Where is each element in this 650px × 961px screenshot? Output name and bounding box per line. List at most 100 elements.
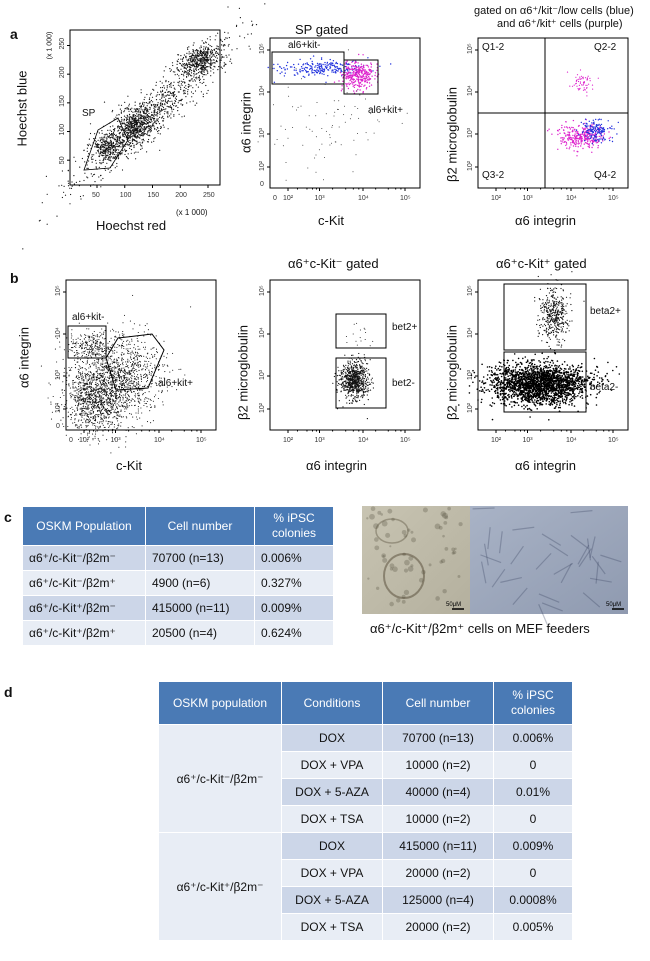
event-dot	[152, 88, 154, 90]
event-dot	[106, 135, 108, 137]
event-dot	[89, 355, 91, 357]
event-dot	[131, 107, 133, 109]
event-dot	[287, 137, 289, 139]
event-dot	[155, 106, 157, 108]
event-dot	[206, 51, 208, 53]
event-dot	[117, 143, 119, 145]
event-dot	[122, 358, 124, 361]
event-dot	[124, 381, 126, 383]
event-dot	[88, 404, 90, 406]
purple-event-dot	[347, 67, 349, 69]
event-dot	[191, 61, 193, 63]
event-dot	[173, 105, 175, 107]
event-dot	[111, 143, 113, 145]
event-dot	[190, 69, 192, 71]
event-dot	[93, 174, 95, 176]
purple-event-dot	[345, 65, 348, 68]
event-dot	[177, 54, 180, 56]
event-dot	[190, 55, 193, 57]
purple-event-dot	[575, 137, 577, 139]
purple-event-dot	[576, 85, 578, 87]
event-dot	[166, 102, 168, 104]
blue-event-dot	[303, 67, 305, 69]
event-dot	[118, 376, 120, 378]
purple-event-dot	[581, 84, 583, 86]
event-dot	[104, 376, 106, 378]
event-dot	[142, 134, 144, 136]
event-dot	[106, 391, 108, 393]
event-dot	[122, 335, 124, 337]
event-dot	[110, 396, 112, 398]
event-dot	[56, 361, 58, 363]
event-dot	[185, 67, 187, 69]
event-dot	[130, 116, 132, 118]
event-dot	[102, 145, 104, 147]
event-dot	[111, 147, 113, 149]
event-dot	[146, 357, 149, 359]
event-dot	[148, 121, 150, 123]
event-dot	[114, 396, 117, 398]
event-dot	[117, 369, 119, 371]
event-dot	[151, 96, 154, 98]
event-dot	[196, 102, 198, 104]
event-dot	[134, 363, 136, 365]
y-tick-label: 200	[59, 66, 66, 78]
event-dot	[203, 78, 205, 81]
event-dot	[116, 346, 118, 348]
event-dot	[192, 60, 195, 62]
event-dot	[177, 69, 179, 72]
event-dot	[143, 377, 145, 379]
event-dot	[125, 119, 128, 121]
event-dot	[103, 384, 105, 386]
event-dot	[137, 108, 139, 111]
event-dot	[155, 375, 157, 378]
event-dot	[118, 410, 120, 413]
event-dot	[116, 148, 118, 150]
event-dot	[152, 356, 154, 358]
blue-event-dot	[597, 138, 599, 141]
event-dot	[128, 379, 130, 381]
purple-event-dot	[579, 134, 582, 136]
event-dot	[187, 71, 189, 74]
event-dot	[86, 387, 89, 389]
event-dot	[154, 355, 156, 357]
event-dot	[205, 62, 207, 64]
purple-event-dot	[348, 82, 350, 84]
event-dot	[215, 52, 217, 54]
purple-event-dot	[365, 75, 367, 77]
event-dot	[114, 410, 116, 412]
event-dot	[96, 421, 99, 423]
event-dot	[115, 401, 117, 403]
event-dot	[378, 121, 380, 123]
event-dot	[99, 146, 102, 148]
event-dot	[94, 379, 96, 381]
event-dot	[132, 115, 134, 117]
event-dot	[120, 111, 122, 113]
event-dot	[153, 119, 155, 121]
event-dot	[118, 423, 120, 425]
event-dot	[198, 75, 201, 77]
purple-event-dot	[360, 85, 362, 88]
event-dot	[158, 364, 160, 366]
purple-event-dot	[371, 75, 373, 77]
event-dot	[121, 128, 123, 131]
event-dot	[140, 377, 142, 379]
event-dot	[197, 64, 199, 66]
event-dot	[122, 353, 125, 355]
event-dot	[107, 359, 109, 361]
event-dot	[119, 154, 121, 156]
event-dot	[112, 374, 114, 376]
event-dot	[148, 116, 150, 118]
event-dot	[136, 384, 138, 386]
event-dot	[118, 142, 120, 144]
event-dot	[143, 130, 146, 132]
event-dot	[88, 430, 91, 432]
event-dot	[108, 421, 110, 423]
event-dot	[102, 161, 104, 163]
event-dot	[126, 340, 128, 342]
purple-event-dot	[571, 85, 574, 87]
event-dot	[117, 125, 119, 127]
blue-event-dot	[308, 73, 310, 75]
event-dot	[118, 141, 120, 144]
event-dot	[117, 130, 119, 132]
